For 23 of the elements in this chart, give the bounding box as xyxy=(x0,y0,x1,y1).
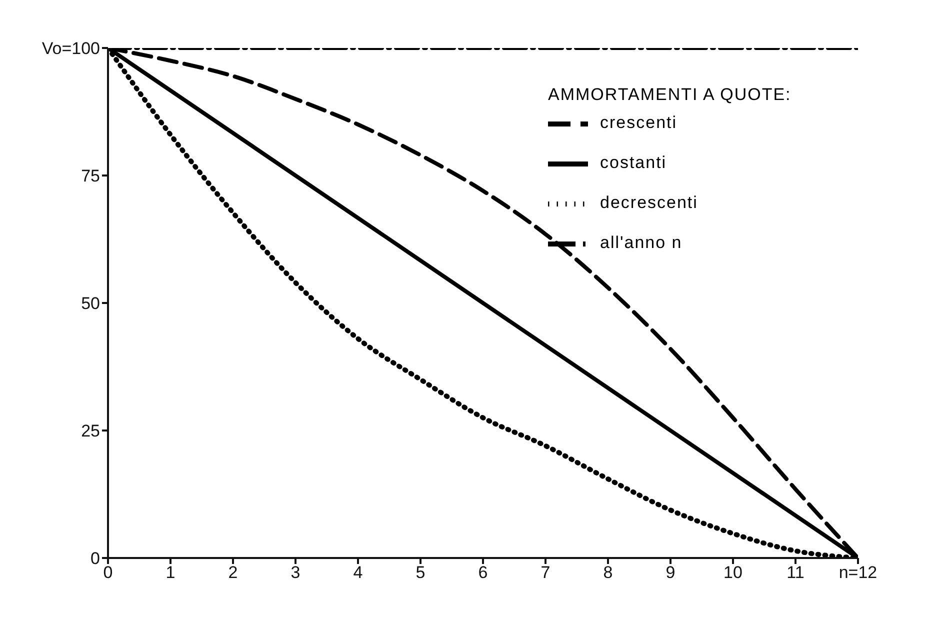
legend-label: decrescenti xyxy=(600,193,698,212)
x-tick-label: 11 xyxy=(786,563,804,582)
y-tick-label: 0 xyxy=(90,549,100,568)
legend-title: AMMORTAMENTI A QUOTE: xyxy=(548,85,792,104)
x-tick-label: 6 xyxy=(478,563,488,582)
legend-label: crescenti xyxy=(600,113,678,132)
y-tick-label: 75 xyxy=(81,166,100,186)
x-tick-label: 5 xyxy=(416,563,426,582)
x-tick-label: 9 xyxy=(666,563,676,582)
y-tick-label: 25 xyxy=(81,422,100,441)
x-tick-label: 4 xyxy=(353,563,363,582)
x-tick-label: 2 xyxy=(228,563,238,582)
x-tick-label: 3 xyxy=(290,563,300,582)
y-tick-label: 50 xyxy=(81,294,100,314)
x-tick-label: 10 xyxy=(724,563,742,582)
legend-label: costanti xyxy=(600,153,667,172)
legend-label: all'anno n xyxy=(600,233,682,252)
x-tick-label: 0 xyxy=(103,563,113,582)
y-tick-label: Vo=100 xyxy=(42,39,100,58)
x-tick-label: 8 xyxy=(603,563,613,582)
x-tick-label: 1 xyxy=(166,563,176,582)
x-tick-label: 7 xyxy=(540,563,550,582)
x-tick-label: n=12 xyxy=(838,563,878,582)
